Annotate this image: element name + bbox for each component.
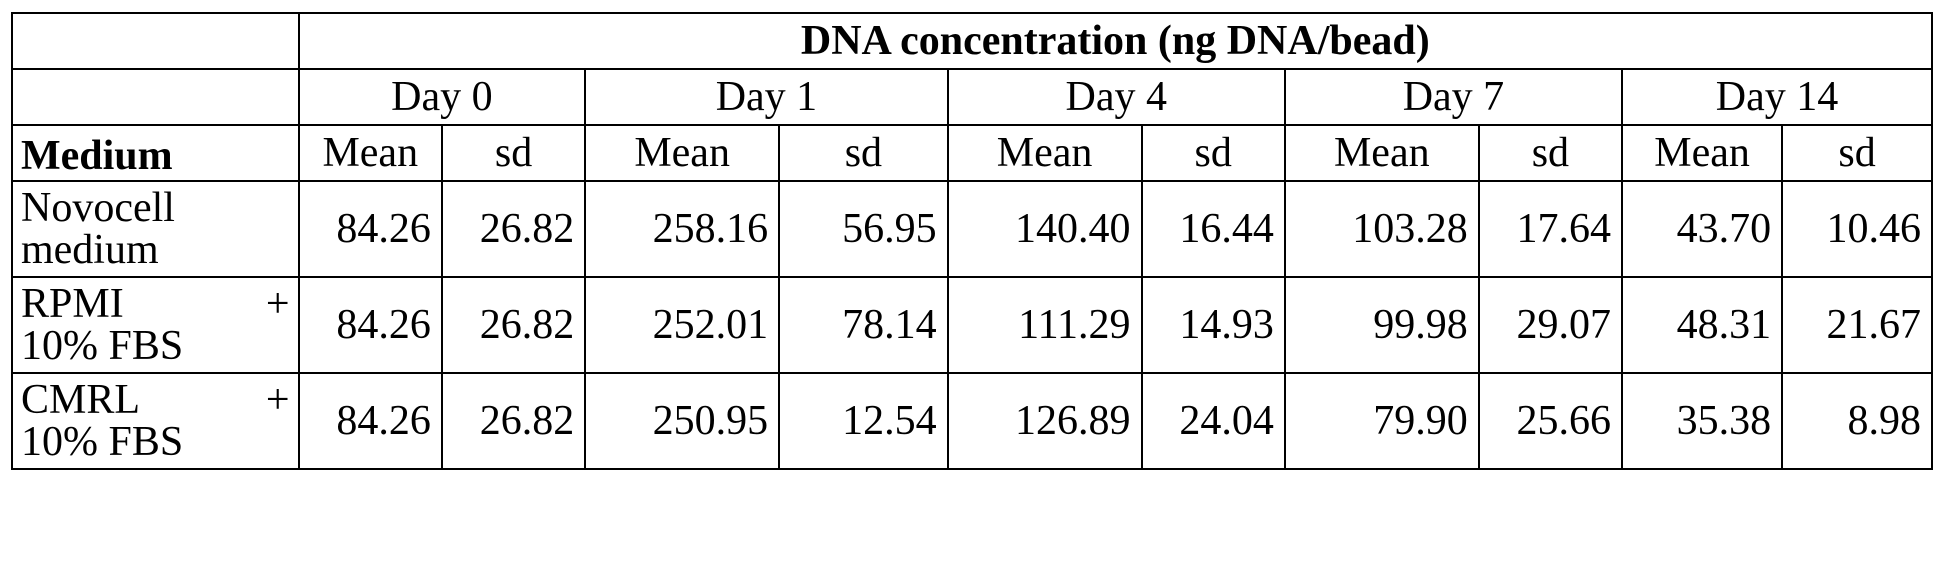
sd-header: sd <box>1479 125 1622 181</box>
medium-name: Novocell <box>21 185 175 231</box>
medium-plus: + <box>266 379 290 421</box>
mean-header: Mean <box>1285 125 1479 181</box>
value-cell: 21.67 <box>1782 277 1932 373</box>
value-cell: 56.95 <box>779 181 948 277</box>
value-cell: 26.82 <box>442 373 585 469</box>
medium-name-line2: 10% FBS <box>21 421 290 463</box>
value-cell: 25.66 <box>1479 373 1622 469</box>
value-cell: 140.40 <box>948 181 1142 277</box>
day-header: Day 4 <box>948 69 1285 125</box>
value-cell: 84.26 <box>299 277 442 373</box>
value-cell: 111.29 <box>948 277 1142 373</box>
value-cell: 26.82 <box>442 277 585 373</box>
day-header: Day 1 <box>585 69 947 125</box>
day-header: Day 7 <box>1285 69 1622 125</box>
sd-header: sd <box>1142 125 1285 181</box>
medium-plus: + <box>266 283 290 325</box>
day-header: Day 0 <box>299 69 586 125</box>
medium-cell: Novocell medium <box>12 181 299 277</box>
sd-header: sd <box>779 125 948 181</box>
dna-concentration-table: DNA concentration (ng DNA/bead) Day 0 Da… <box>11 12 1933 470</box>
mean-header: Mean <box>299 125 442 181</box>
sd-header: sd <box>1782 125 1932 181</box>
value-cell: 78.14 <box>779 277 948 373</box>
header-row-days: Day 0 Day 1 Day 4 Day 7 Day 14 <box>12 69 1932 125</box>
medium-name: CMRL <box>21 377 140 423</box>
value-cell: 17.64 <box>1479 181 1622 277</box>
value-cell: 48.31 <box>1622 277 1782 373</box>
medium-cell: + RPMI 10% FBS <box>12 277 299 373</box>
value-cell: 84.26 <box>299 373 442 469</box>
value-cell: 16.44 <box>1142 181 1285 277</box>
medium-name-line2: 10% FBS <box>21 325 290 367</box>
value-cell: 14.93 <box>1142 277 1285 373</box>
value-cell: 103.28 <box>1285 181 1479 277</box>
value-cell: 126.89 <box>948 373 1142 469</box>
table-row: + RPMI 10% FBS 84.26 26.82 252.01 78.14 1… <box>12 277 1932 373</box>
day-header: Day 14 <box>1622 69 1932 125</box>
value-cell: 8.98 <box>1782 373 1932 469</box>
mean-header: Mean <box>948 125 1142 181</box>
corner-cell <box>12 13 299 69</box>
value-cell: 26.82 <box>442 181 585 277</box>
value-cell: 258.16 <box>585 181 779 277</box>
medium-name-line2: medium <box>21 229 290 271</box>
value-cell: 24.04 <box>1142 373 1285 469</box>
table-title: DNA concentration (ng DNA/bead) <box>299 13 1932 69</box>
medium-cell: + CMRL 10% FBS <box>12 373 299 469</box>
value-cell: 43.70 <box>1622 181 1782 277</box>
value-cell: 99.98 <box>1285 277 1479 373</box>
value-cell: 29.07 <box>1479 277 1622 373</box>
medium-column-header: Medium <box>12 125 299 181</box>
mean-header: Mean <box>585 125 779 181</box>
medium-name: RPMI <box>21 281 124 327</box>
header-row-stats: Medium Mean sd Mean sd Mean sd Mean sd M… <box>12 125 1932 181</box>
value-cell: 250.95 <box>585 373 779 469</box>
header-row-title: DNA concentration (ng DNA/bead) <box>12 13 1932 69</box>
value-cell: 10.46 <box>1782 181 1932 277</box>
mean-header: Mean <box>1622 125 1782 181</box>
value-cell: 35.38 <box>1622 373 1782 469</box>
value-cell: 12.54 <box>779 373 948 469</box>
table-row: + CMRL 10% FBS 84.26 26.82 250.95 12.54 1… <box>12 373 1932 469</box>
value-cell: 79.90 <box>1285 373 1479 469</box>
table-row: Novocell medium 84.26 26.82 258.16 56.95… <box>12 181 1932 277</box>
value-cell: 84.26 <box>299 181 442 277</box>
corner-cell <box>12 69 299 125</box>
sd-header: sd <box>442 125 585 181</box>
value-cell: 252.01 <box>585 277 779 373</box>
